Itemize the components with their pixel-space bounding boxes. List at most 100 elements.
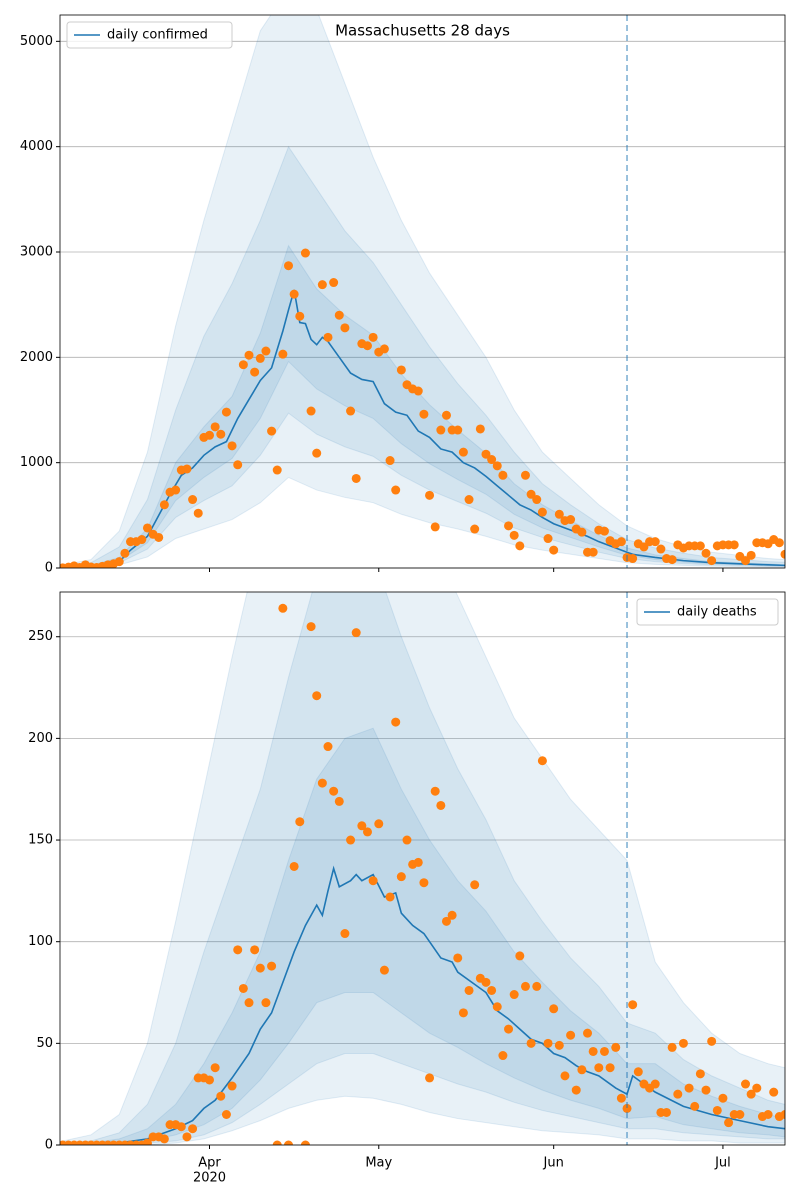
observed-point — [193, 508, 203, 518]
observed-point — [176, 1122, 186, 1132]
observed-point — [498, 1051, 508, 1061]
observed-point — [346, 406, 356, 416]
y-tick-label: 4000 — [20, 139, 53, 154]
uncertainty-band — [62, 244, 785, 568]
observed-point — [329, 786, 339, 796]
observed-point — [255, 353, 265, 363]
observed-point — [695, 541, 705, 551]
observed-point — [487, 455, 497, 465]
observed-point — [379, 965, 389, 975]
observed-point — [436, 800, 446, 810]
observed-point — [425, 490, 435, 500]
observed-point — [346, 835, 356, 845]
x-tick-label: May — [365, 1156, 392, 1171]
observed-point — [216, 1091, 226, 1101]
observed-point — [188, 495, 198, 505]
observed-point — [272, 1140, 282, 1145]
observed-point — [396, 872, 406, 882]
uncertainty-band — [62, 145, 785, 568]
observed-point — [628, 1000, 638, 1010]
observed-point — [487, 985, 497, 995]
observed-point — [182, 1132, 192, 1142]
observed-point — [430, 786, 440, 796]
observed-point — [774, 538, 784, 548]
observed-point — [470, 524, 480, 534]
observed-point — [391, 485, 401, 495]
observed-point — [306, 406, 316, 416]
observed-point — [261, 998, 271, 1008]
observed-point — [504, 1024, 514, 1034]
observed-point — [137, 535, 147, 545]
observed-point — [447, 910, 457, 920]
observed-point — [453, 953, 463, 963]
legend-label: daily confirmed — [107, 28, 208, 43]
observed-point — [396, 365, 406, 375]
observed-point — [402, 835, 412, 845]
plot-area — [60, 592, 785, 1145]
observed-point — [701, 548, 711, 558]
x-tick-label: Jul — [714, 1156, 731, 1171]
observed-point — [323, 332, 333, 342]
observed-point — [154, 532, 164, 542]
observed-point — [543, 1038, 553, 1048]
observed-point — [238, 360, 248, 370]
observed-point — [464, 985, 474, 995]
observed-point — [701, 1085, 711, 1095]
uncertainty-band — [62, 592, 785, 1145]
observed-point — [250, 367, 260, 377]
y-tick-label: 100 — [28, 934, 53, 949]
observed-point — [746, 550, 756, 560]
observed-point — [616, 1093, 626, 1103]
observed-point — [159, 500, 169, 510]
median-line — [62, 865, 785, 1145]
observed-point — [662, 1107, 672, 1117]
observed-point — [295, 311, 305, 321]
observed-point — [526, 489, 536, 499]
observed-point — [481, 977, 491, 987]
observed-point — [436, 425, 446, 435]
observed-point — [250, 945, 260, 955]
observed-point — [379, 344, 389, 354]
observed-point — [673, 1089, 683, 1099]
plot-area — [60, 15, 785, 568]
observed-point — [684, 1083, 694, 1093]
observed-point — [458, 1008, 468, 1018]
legend-box — [66, 21, 233, 49]
observed-point — [205, 1075, 215, 1085]
observed-point — [351, 628, 361, 638]
observed-point — [622, 1103, 632, 1113]
observed-point — [142, 523, 152, 533]
axes-frame — [59, 591, 786, 1146]
y-tick-label: 1000 — [20, 455, 53, 470]
observed-point — [205, 430, 215, 440]
observed-point — [588, 547, 598, 557]
observed-point — [678, 1038, 688, 1048]
legend-label: daily deaths — [677, 605, 757, 620]
observed-point — [712, 1105, 722, 1115]
observed-point — [763, 1110, 773, 1120]
observed-point — [453, 425, 463, 435]
observed-point — [470, 880, 480, 890]
observed-point — [227, 1081, 237, 1091]
observed-point — [419, 878, 429, 888]
observed-point — [695, 1069, 705, 1079]
observed-point — [729, 540, 739, 550]
uncertainty-band — [62, 727, 785, 1145]
observed-point — [306, 622, 316, 632]
observed-point — [182, 464, 192, 474]
observed-point — [481, 449, 491, 459]
median-line — [62, 289, 785, 568]
observed-point — [599, 1046, 609, 1056]
observed-point — [351, 473, 361, 483]
y-tick-label: 250 — [28, 629, 53, 644]
observed-point — [430, 522, 440, 532]
observed-point — [267, 426, 277, 436]
observed-point — [537, 507, 547, 517]
observed-point — [114, 557, 124, 567]
observed-point — [707, 556, 717, 566]
observed-point — [611, 1042, 621, 1052]
observed-point — [532, 495, 542, 505]
observed-point — [385, 892, 395, 902]
legend-box — [636, 598, 779, 626]
observed-point — [210, 1063, 220, 1073]
